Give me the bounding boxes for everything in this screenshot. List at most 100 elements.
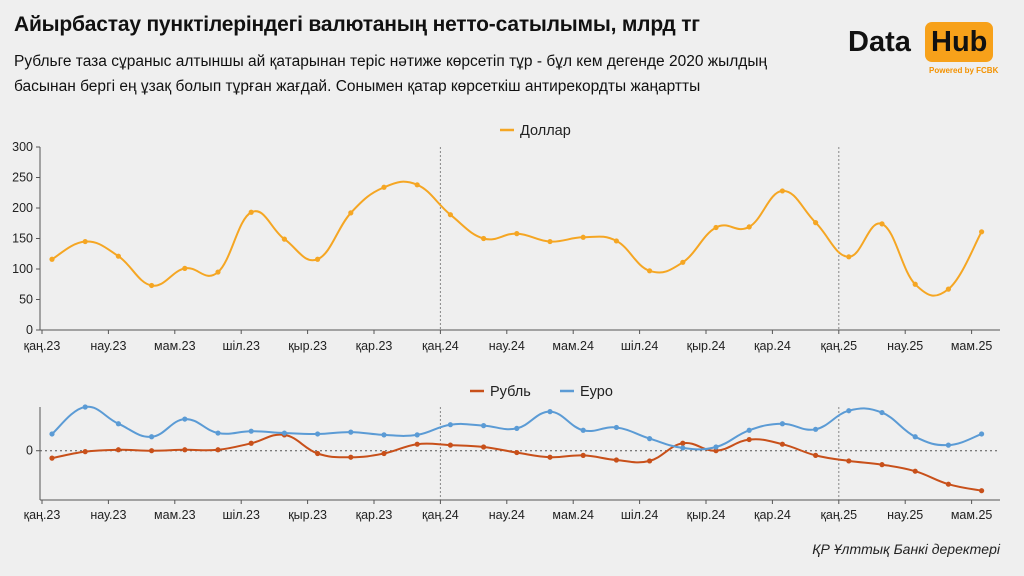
data-point	[481, 423, 487, 429]
data-point	[580, 427, 586, 433]
x-tick-label: нау.25	[887, 339, 923, 353]
data-point	[779, 421, 786, 427]
data-point	[414, 432, 420, 438]
data-point	[680, 259, 686, 265]
x-tick-label: нау.23	[90, 339, 126, 353]
ruble-euro-chart: 0 қаң.23 нау.23 мам.23 шіл.23 қыр.23 қар.23 қаң…	[24, 384, 1000, 522]
data-point	[680, 440, 686, 446]
data-point	[481, 235, 487, 242]
data-point	[846, 408, 852, 414]
data-point	[846, 254, 852, 260]
data-point	[248, 428, 254, 434]
data-point	[979, 488, 985, 494]
data-point	[547, 238, 553, 245]
data-point	[613, 238, 620, 244]
data-point	[82, 449, 88, 455]
data-point	[115, 421, 121, 427]
x-tick-label: нау.24	[489, 339, 525, 353]
data-point	[248, 209, 254, 215]
y-tick-label: 250	[12, 171, 33, 185]
x-tick-label: мам.24	[552, 508, 594, 522]
data-point	[813, 220, 819, 226]
data-point	[746, 224, 752, 230]
data-point	[414, 441, 420, 447]
data-point	[315, 450, 321, 457]
data-point	[115, 447, 121, 453]
series-line-1	[51, 180, 983, 297]
data-point	[348, 210, 354, 216]
data-point	[879, 409, 885, 416]
data-point	[447, 422, 453, 428]
data-point	[779, 188, 786, 194]
data-point	[912, 434, 918, 440]
x-tick-label: қаң.24	[422, 339, 459, 353]
data-point	[215, 269, 221, 275]
data-point	[879, 221, 885, 227]
y-tick-label: 0	[26, 323, 33, 337]
data-point	[381, 450, 387, 457]
data-point	[979, 431, 985, 437]
x-tick-label: мам.25	[951, 508, 993, 522]
x-tick-label: қаң.25	[820, 339, 857, 353]
x-tick-label: шіл.24	[621, 339, 659, 353]
data-point	[680, 445, 686, 451]
data-point	[912, 468, 918, 474]
data-point	[82, 404, 88, 410]
x-tick-label: қыр.24	[687, 508, 726, 522]
data-point	[447, 442, 453, 448]
data-point	[813, 426, 819, 432]
y-tick-label: 200	[12, 201, 33, 215]
legend-label: Еуро	[580, 384, 613, 400]
y-tick-label: 300	[12, 140, 33, 154]
data-point	[647, 268, 653, 274]
x-tick-label: қаң.25	[820, 508, 857, 522]
data-point	[149, 434, 155, 440]
data-point	[846, 458, 852, 464]
data-point	[746, 436, 752, 443]
data-point	[381, 184, 387, 190]
data-point	[348, 429, 354, 435]
data-point	[945, 442, 952, 448]
x-tick-label: қар.24	[754, 339, 791, 353]
x-tick-label: қаң.24	[422, 508, 459, 522]
data-point	[82, 238, 88, 245]
data-point	[746, 427, 752, 433]
logo-word-hub: Hub	[925, 22, 994, 62]
data-point	[49, 431, 55, 437]
legend-label: Доллар	[520, 123, 571, 139]
data-point	[315, 431, 321, 437]
data-point	[149, 282, 155, 289]
data-point	[547, 454, 553, 460]
data-point	[713, 224, 719, 231]
x-tick-label: қар.24	[754, 508, 791, 522]
data-point	[613, 424, 620, 431]
data-point	[912, 281, 918, 287]
x-tick-label: мам.23	[154, 339, 196, 353]
x-tick-label: қар.23	[356, 339, 393, 353]
data-point	[182, 265, 188, 271]
x-tick-label: нау.25	[887, 508, 923, 522]
data-point	[647, 436, 653, 442]
data-point	[813, 452, 819, 458]
data-point	[315, 256, 321, 262]
x-tick-label: нау.24	[489, 508, 525, 522]
data-point	[713, 448, 719, 454]
data-point	[945, 481, 952, 487]
chart-subtitle: Рубльге таза сұраныс алтыншы ай қатарына…	[14, 53, 768, 95]
data-point	[115, 253, 121, 259]
x-tick-label: мам.23	[154, 508, 196, 522]
y-tick-label: 150	[12, 232, 33, 246]
x-tick-label: шіл.23	[222, 508, 260, 522]
logo-powered-by: Powered by FCBK	[929, 66, 999, 75]
data-point	[49, 455, 55, 461]
x-tick-label: қыр.23	[288, 339, 327, 353]
logo-word-data: Data	[848, 26, 911, 58]
y-tick-label: 50	[19, 293, 33, 307]
data-point	[414, 182, 420, 188]
y-tick-label: 100	[12, 262, 33, 276]
x-tick-label: мам.24	[552, 339, 594, 353]
x-tick-label: қыр.23	[288, 508, 327, 522]
x-tick-label: мам.25	[951, 339, 993, 353]
data-point	[348, 454, 354, 460]
